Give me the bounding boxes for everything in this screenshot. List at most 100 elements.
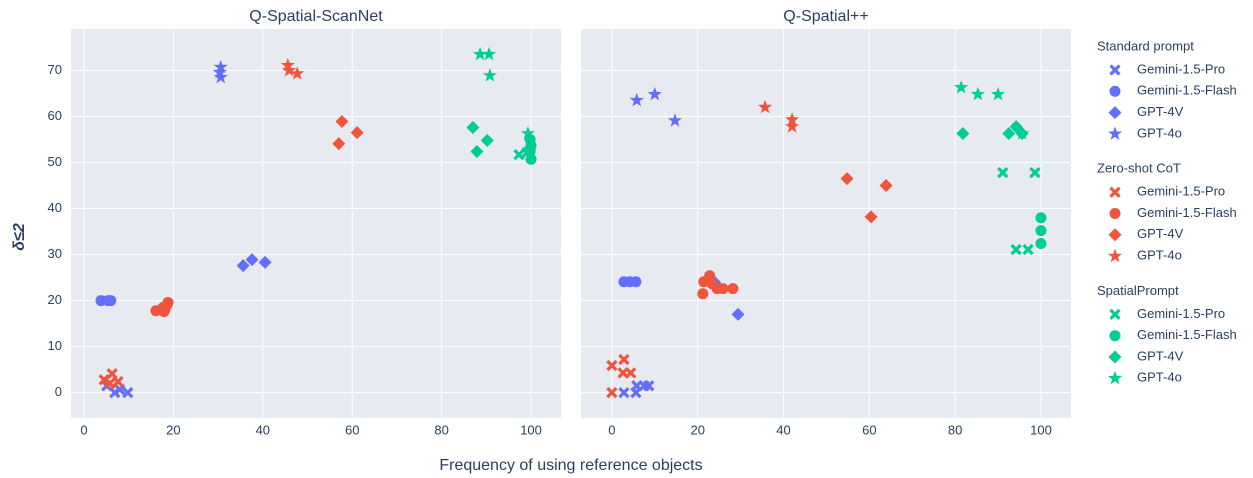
data-point xyxy=(1015,126,1030,140)
y-tick-label: 30 xyxy=(48,246,62,261)
panel-title: Q-Spatial++ xyxy=(783,8,868,25)
x-axis-label: Frequency of using reference objects xyxy=(439,457,702,474)
plot-background xyxy=(581,29,1071,418)
data-point xyxy=(470,144,484,158)
data-point xyxy=(482,68,497,82)
x-tick-label: 60 xyxy=(345,422,359,437)
legend-label: Gemini-1.5-Pro xyxy=(1137,306,1225,321)
legend-label: GPT-4V xyxy=(1137,348,1184,363)
x-tick-label: 0 xyxy=(80,422,87,437)
y-axis-label: δ≤2 xyxy=(11,223,28,251)
data-point xyxy=(258,255,272,269)
legend-label: GPT-4o xyxy=(1137,125,1182,140)
legend-marker xyxy=(1109,308,1121,321)
data-point xyxy=(213,59,228,74)
legend-marker xyxy=(1109,186,1121,198)
data-point xyxy=(727,283,739,295)
panel-title: Q-Spatial-ScanNet xyxy=(249,8,383,25)
legend-label: Gemini-1.5-Flash xyxy=(1137,83,1237,98)
data-point xyxy=(630,276,642,288)
legend-marker xyxy=(1109,330,1121,342)
data-point xyxy=(970,86,985,101)
data-point xyxy=(212,64,227,79)
legend-marker xyxy=(1109,208,1121,219)
y-tick-label: 70 xyxy=(48,62,62,77)
data-point xyxy=(112,376,124,388)
data-point xyxy=(990,86,1006,101)
data-point xyxy=(667,113,683,127)
data-point xyxy=(122,387,134,399)
y-tick-label: 50 xyxy=(48,154,62,169)
x-tick-label: 100 xyxy=(1030,422,1052,437)
data-point xyxy=(647,86,662,101)
data-point xyxy=(472,46,488,61)
data-point xyxy=(1010,243,1022,256)
data-point xyxy=(466,121,480,135)
data-point xyxy=(606,387,618,399)
data-point xyxy=(525,153,537,165)
data-point xyxy=(1022,243,1034,256)
data-point xyxy=(290,66,305,80)
data-point xyxy=(1035,212,1047,224)
legend-label: GPT-4V xyxy=(1137,104,1184,119)
legend-label: Gemini-1.5-Flash xyxy=(1137,205,1237,220)
data-point xyxy=(625,367,637,379)
data-point xyxy=(954,80,969,94)
data-point xyxy=(282,62,297,77)
legend-marker xyxy=(1109,64,1121,76)
data-point xyxy=(643,380,655,392)
legend-marker xyxy=(1108,106,1122,120)
data-point xyxy=(1035,225,1047,237)
data-point xyxy=(513,149,525,161)
x-tick-label: 80 xyxy=(948,422,962,437)
data-point xyxy=(618,353,630,366)
legend-marker xyxy=(1107,370,1123,385)
data-point xyxy=(1035,238,1047,250)
data-point xyxy=(114,383,126,396)
data-point xyxy=(717,283,729,295)
data-point xyxy=(280,57,295,72)
legend-group-title: Standard prompt xyxy=(1097,38,1194,53)
data-point xyxy=(785,112,800,126)
data-point xyxy=(785,119,800,133)
data-point xyxy=(879,179,893,193)
data-point xyxy=(332,137,346,151)
data-point xyxy=(335,115,349,129)
legend-group-title: Zero-shot CoT xyxy=(1097,161,1181,176)
plot-background xyxy=(71,29,561,418)
data-point xyxy=(629,92,644,107)
x-tick-label: 40 xyxy=(256,422,270,437)
data-point xyxy=(162,296,174,308)
legend-marker xyxy=(1107,248,1123,263)
legend-label: Gemini-1.5-Flash xyxy=(1137,327,1237,342)
x-tick-label: 20 xyxy=(166,422,180,437)
data-point xyxy=(731,307,745,321)
legend-group-title: SpatialPrompt xyxy=(1097,283,1179,298)
legend-label: GPT-4o xyxy=(1137,370,1182,385)
x-tick-label: 60 xyxy=(862,422,876,437)
data-point xyxy=(104,377,116,390)
legend-marker xyxy=(1107,126,1123,140)
data-point xyxy=(618,387,630,399)
data-point xyxy=(697,288,709,300)
data-point xyxy=(350,126,364,140)
y-tick-label: 20 xyxy=(48,292,62,307)
data-point xyxy=(213,69,228,84)
data-point xyxy=(245,253,259,267)
data-point xyxy=(524,143,536,155)
y-tick-label: 10 xyxy=(48,338,62,353)
y-tick-label: 0 xyxy=(55,384,62,399)
data-point xyxy=(606,359,618,372)
legend-label: Gemini-1.5-Pro xyxy=(1137,61,1225,76)
x-tick-label: 40 xyxy=(776,422,790,437)
data-point xyxy=(1029,166,1041,179)
legend-marker xyxy=(1108,228,1122,242)
legend-label: GPT-4o xyxy=(1137,248,1182,263)
x-tick-label: 20 xyxy=(690,422,704,437)
data-point xyxy=(520,126,535,140)
x-tick-label: 100 xyxy=(520,422,542,437)
x-tick-label: 80 xyxy=(434,422,448,437)
data-point xyxy=(236,259,250,273)
